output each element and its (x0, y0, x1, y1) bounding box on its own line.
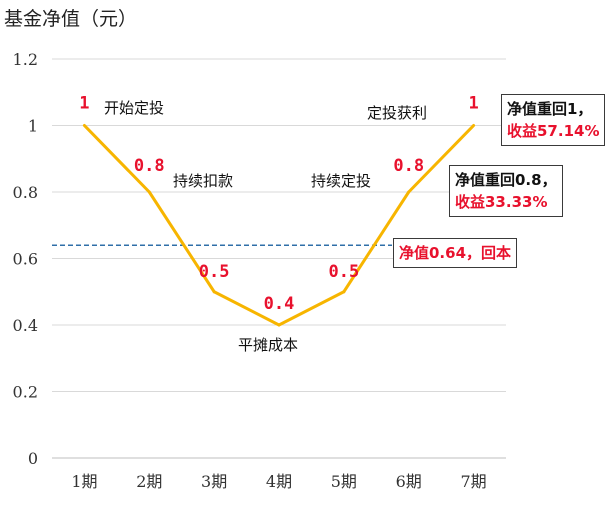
callout-return-08-line1: 净值重回0.8， (455, 171, 557, 189)
callout-return-08-line2: 收益33.33% (455, 193, 548, 211)
chart-annotation: 平摊成本 (238, 336, 298, 354)
callout-return-1: 净值重回1， 收益57.14% (501, 94, 606, 146)
y-tick-label: 0 (28, 449, 38, 468)
callout-return-1-line1: 净值重回1， (507, 100, 593, 118)
series-line-segment (82, 124, 151, 194)
y-tick-label: 0.8 (13, 183, 38, 202)
chart-annotation: 持续定投 (311, 172, 371, 190)
data-label: 0.5 (199, 262, 230, 282)
x-tick-label: 2期 (136, 472, 162, 491)
y-tick-label: 0.2 (13, 383, 38, 402)
series-line-segment (342, 190, 411, 294)
callout-breakeven: 净值0.64，回本 (393, 238, 518, 268)
y-axis-title: 基金净值（元） (4, 8, 138, 30)
callout-return-1-line2: 收益57.14% (507, 122, 600, 140)
chart-annotation: 持续扣款 (173, 172, 233, 190)
x-tick-label: 7期 (460, 472, 486, 491)
data-label: 0.4 (264, 294, 295, 314)
series-line-segment (407, 124, 476, 194)
callout-breakeven-line1: 净值0.64，回本 (399, 244, 512, 262)
y-tick-label: 1.2 (13, 50, 38, 69)
data-label: 0.5 (328, 262, 359, 282)
series-line-segment (277, 290, 346, 327)
data-label: 0.8 (393, 156, 424, 176)
data-label: 1 (468, 94, 478, 114)
x-tick-label: 1期 (71, 472, 97, 491)
data-label: 1 (79, 94, 89, 114)
y-tick-label: 1 (28, 117, 38, 136)
chart-annotation: 定投获利 (367, 104, 427, 122)
chart-annotation: 开始定投 (104, 99, 164, 117)
x-tick-label: 4期 (266, 472, 292, 491)
series-line-segment (212, 290, 281, 327)
series-line-segment (147, 190, 216, 294)
y-tick-label: 0.6 (13, 250, 38, 269)
callout-return-08: 净值重回0.8， 收益33.33% (449, 165, 563, 217)
x-tick-label: 6期 (396, 472, 422, 491)
data-label: 0.8 (134, 156, 165, 176)
x-tick-label: 5期 (331, 472, 357, 491)
y-tick-label: 0.4 (13, 316, 38, 335)
x-tick-label: 3期 (201, 472, 227, 491)
